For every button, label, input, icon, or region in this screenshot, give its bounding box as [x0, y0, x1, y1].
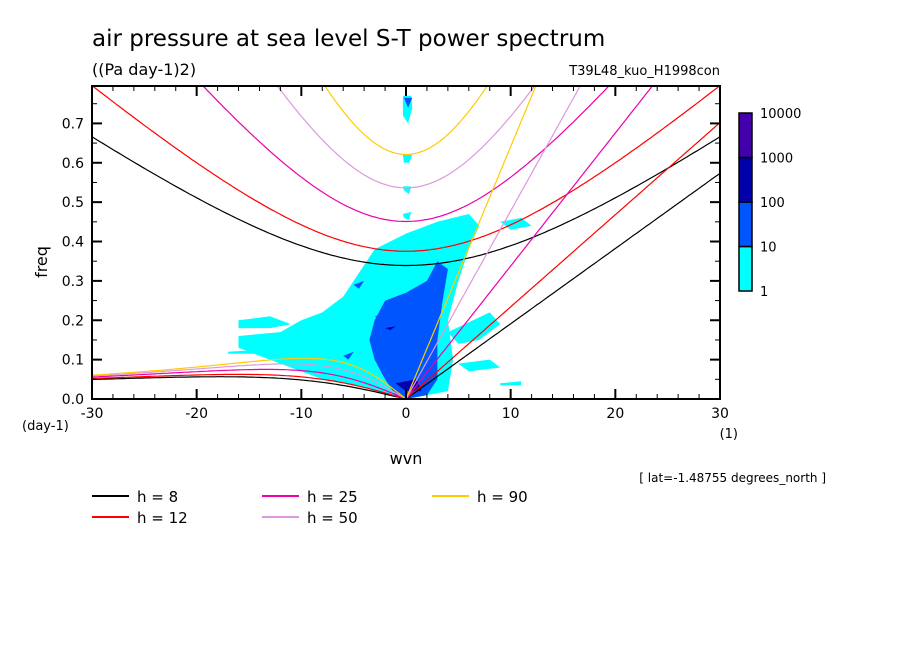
y-axis-label: freq	[32, 246, 51, 278]
colorbar-label: 10	[760, 241, 777, 256]
y-tick-label: 0.2	[62, 313, 84, 329]
power-region-level-1	[500, 381, 522, 386]
y-tick-label: 0.3	[62, 274, 84, 290]
y-axis-unit: (day-1)	[22, 419, 69, 434]
curve-ig-n1-h25	[202, 86, 610, 223]
power-region-level-1	[402, 212, 412, 220]
power-region-level-10	[343, 351, 354, 360]
colorbar-swatch	[738, 156, 753, 203]
y-tick-label: 0.5	[62, 195, 84, 211]
latitude-annotation: [ lat=-1.48755 degrees_north ]	[639, 471, 826, 485]
chart-title: air pressure at sea level S-T power spec…	[92, 26, 605, 52]
curve-kelvin-h12	[405, 122, 720, 399]
legend-label: h = 50	[307, 509, 358, 527]
colorbar-label: 10000	[760, 107, 801, 122]
power-region-level-10	[353, 280, 365, 289]
x-axis-unit: (1)	[720, 427, 738, 442]
x-axis-label: wvn	[390, 449, 423, 468]
power-region-level-1	[238, 316, 291, 329]
curve-kelvin-h90	[405, 86, 537, 399]
y-tick-label: 0.4	[62, 235, 84, 251]
curve-ig-n1-h8	[92, 136, 720, 267]
power-region-level-1	[402, 154, 413, 163]
power-region-level-1000	[385, 326, 396, 331]
dispersion-curves	[92, 86, 720, 399]
colorbar-swatch	[738, 112, 753, 159]
curve-kelvin-h50	[405, 86, 581, 399]
axis-ticks: -30 -20 -10 0 10 20 30 0.0 0.1 0.2 0.3 0.4 0.5 0.6 0.7	[62, 86, 729, 422]
y-tick-label: 0.6	[62, 156, 84, 172]
curve-ig-n1-h12	[92, 86, 720, 252]
x-tick-label: 30	[711, 406, 729, 422]
units-label: ((Pa day-1)2)	[92, 60, 196, 79]
x-tick-label: -10	[290, 406, 313, 422]
colorbar-label: 1000	[760, 152, 793, 167]
colorbar-label: 100	[760, 196, 785, 211]
curve-ig-n1-h90	[324, 86, 488, 156]
x-tick-label: 20	[606, 406, 624, 422]
experiment-label: T39L48_kuo_H1998con	[568, 64, 720, 79]
power-region-level-1	[447, 312, 501, 344]
power-region-level-10	[374, 312, 391, 321]
power-contours	[228, 95, 532, 399]
power-region-level-10	[403, 97, 413, 108]
curve-kelvin-h25	[405, 86, 654, 399]
y-tick-label: 0.0	[62, 392, 84, 408]
x-tick-label: -20	[185, 406, 208, 422]
y-tick-label: 0.7	[62, 116, 84, 132]
legend-label: h = 12	[137, 509, 188, 527]
colorbar-swatch	[738, 245, 753, 292]
x-tick-label: -30	[81, 406, 104, 422]
colorbar: 1 10 100 1000 10000	[738, 107, 801, 300]
curve-rossby-n1-h50	[92, 363, 407, 399]
power-region-level-1	[458, 359, 501, 372]
curve-rossby-n1-h12	[92, 373, 407, 399]
x-tick-label: 0	[402, 406, 411, 422]
legend: h = 8 h = 12 h = 25 h = 50 h = 90	[92, 488, 528, 527]
curve-rossby-n1-h90	[92, 357, 407, 399]
x-tick-label: 10	[502, 406, 520, 422]
curve-rossby-n1-h25	[92, 368, 407, 399]
legend-label: h = 25	[307, 488, 358, 506]
legend-label: h = 8	[137, 488, 178, 506]
power-region-level-10	[369, 261, 448, 399]
power-region-level-1	[228, 349, 260, 354]
colorbar-swatch	[738, 201, 753, 248]
curve-rossby-n1-h8	[92, 376, 407, 399]
colorbar-label: 1	[760, 285, 768, 300]
legend-label: h = 90	[477, 488, 528, 506]
curve-ig-n1-h50	[276, 86, 536, 189]
curve-kelvin-h8	[405, 172, 720, 399]
y-tick-label: 0.1	[62, 353, 84, 369]
